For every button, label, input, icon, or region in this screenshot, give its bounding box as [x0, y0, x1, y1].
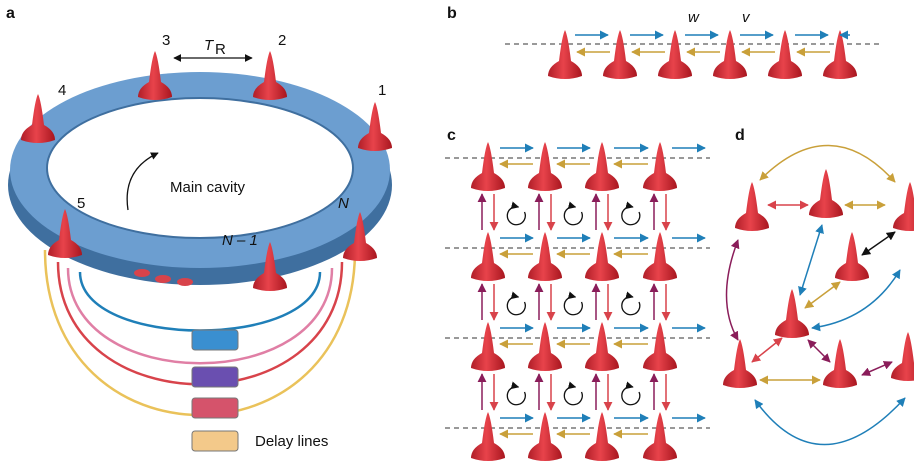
round-trip-subscript: R — [215, 41, 226, 58]
pulse — [643, 412, 677, 461]
coupling-arrow — [805, 282, 840, 308]
delay-label: Delay lines — [255, 433, 328, 450]
loop-arrow — [622, 297, 640, 315]
loop-arrow — [622, 387, 640, 405]
pulse — [471, 322, 505, 371]
pulse — [735, 182, 769, 231]
pulse — [723, 339, 757, 388]
loop-arrow — [564, 297, 582, 315]
coupling-arrow — [800, 225, 822, 295]
pulse — [528, 322, 562, 371]
pulse — [603, 30, 637, 79]
pulse — [471, 412, 505, 461]
pulse — [471, 232, 505, 281]
cylinder — [192, 398, 238, 418]
panel-label: b — [447, 5, 457, 22]
small-pulse — [134, 269, 150, 277]
pulse — [891, 332, 914, 381]
coupling-arrow — [862, 362, 892, 375]
pulse — [585, 232, 619, 281]
coupling-label: w — [688, 9, 700, 26]
small-pulse — [155, 275, 171, 283]
pulse — [253, 51, 287, 100]
pulse — [768, 30, 802, 79]
round-trip-symbol: T — [204, 37, 215, 54]
pulse-label: 4 — [58, 82, 66, 99]
pulse — [809, 169, 843, 218]
pulse — [775, 289, 809, 338]
pulse-label: N – 1 — [222, 232, 258, 249]
loop-arrow — [507, 387, 525, 405]
pulse — [471, 142, 505, 191]
panel-label: c — [447, 127, 456, 144]
pulse-label: 2 — [278, 32, 286, 49]
pulse-label: N — [338, 195, 349, 212]
network — [723, 145, 914, 444]
ring-hole — [47, 98, 353, 238]
link — [727, 240, 739, 340]
pulse — [585, 142, 619, 191]
pulse — [713, 30, 747, 79]
coupling-arrow — [752, 338, 782, 362]
coupling-arrow — [862, 232, 895, 255]
pulse-label: 1 — [378, 82, 386, 99]
pulse — [548, 30, 582, 79]
loop-arrow — [507, 297, 525, 315]
coupling-label: v — [742, 9, 751, 26]
delay-cylinders — [192, 330, 238, 451]
pulse — [893, 182, 914, 231]
figure: a 3 2 T R 4 1 5 N N – 1 Main cavity Dela… — [0, 0, 914, 463]
panel-label: a — [6, 5, 15, 22]
pulse — [643, 232, 677, 281]
cylinder — [192, 367, 238, 387]
cavity-label: Main cavity — [170, 179, 246, 196]
link — [755, 398, 905, 445]
pulse — [528, 412, 562, 461]
pulse — [658, 30, 692, 79]
cylinder — [192, 431, 238, 451]
panel-label: d — [735, 127, 745, 144]
small-pulse — [177, 278, 193, 286]
loop-arrow — [564, 207, 582, 225]
lattice-2d — [445, 142, 710, 461]
pulse — [643, 322, 677, 371]
pulse — [585, 322, 619, 371]
pulse — [643, 142, 677, 191]
cylinder — [192, 330, 238, 350]
pulse — [528, 232, 562, 281]
loop-arrow — [564, 387, 582, 405]
loop-arrow — [622, 207, 640, 225]
loop-arrow — [507, 207, 525, 225]
pulse — [528, 142, 562, 191]
pulse-label: 3 — [162, 32, 170, 49]
pulse — [823, 30, 857, 79]
coupling-arrow — [808, 340, 830, 362]
pulse — [823, 339, 857, 388]
pulse — [835, 232, 869, 281]
chain — [548, 30, 857, 79]
pulse-label: 5 — [77, 195, 85, 212]
pulse — [585, 412, 619, 461]
